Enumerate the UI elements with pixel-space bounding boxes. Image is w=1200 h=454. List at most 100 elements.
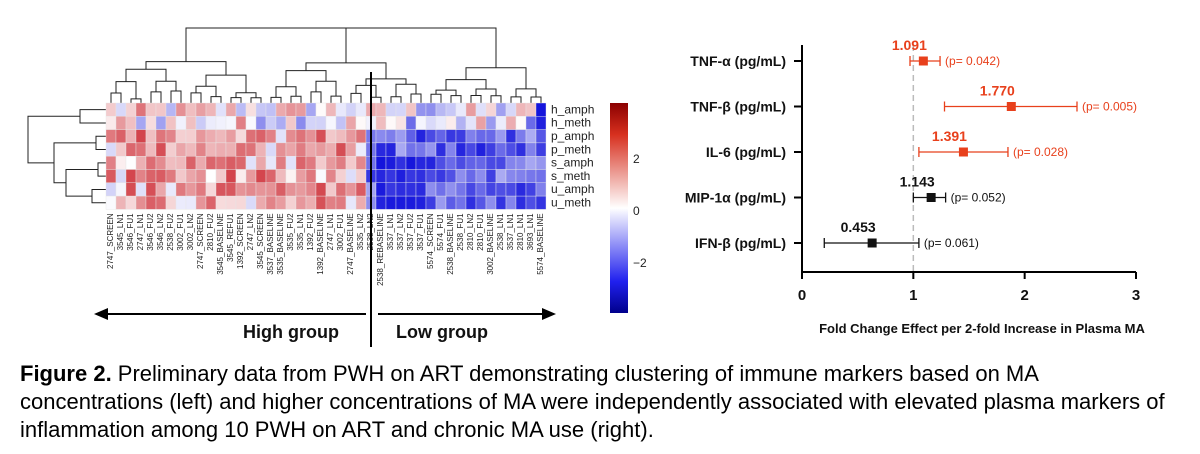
heatmap-cell: [155, 116, 167, 130]
heatmap-cell: [255, 142, 267, 157]
high-group-label: High group: [243, 322, 339, 342]
heatmap-cell: [415, 116, 427, 130]
heatmap-cell: [305, 195, 317, 210]
heatmap-cell: [415, 155, 427, 170]
heatmap-cell: [425, 142, 437, 157]
heatmap-column-label: 3002_FU1: [336, 213, 345, 251]
heatmap-cell: [395, 102, 407, 117]
heatmap-cell: [215, 195, 227, 210]
forest-rows: TNF-α (pg/mL) 1.091 (p= 0.042) TNF-β (pg/mL…: [685, 37, 1137, 251]
heatmap-cell: [245, 195, 257, 210]
heatmap-cell: [165, 129, 177, 144]
heatmap-column-label: 3545_REFU1: [226, 213, 235, 262]
heatmap-cell: [385, 169, 397, 184]
heatmap-cell: [525, 102, 537, 117]
heatmap-cell: [495, 129, 507, 144]
low-group-arrowhead: [542, 308, 556, 320]
heatmap-cell: [175, 102, 187, 117]
heatmap-cell: [375, 102, 387, 117]
heatmap-cell: [215, 155, 227, 170]
heatmap-cell: [325, 169, 337, 184]
heatmap-cell: [145, 155, 157, 170]
heatmap-cell: [525, 182, 537, 197]
heatmap-cell: [265, 142, 277, 157]
heatmap-cell: [115, 102, 127, 117]
heatmap-cell: [275, 182, 287, 197]
heatmap-cell: [135, 169, 147, 184]
heatmap-cell: [485, 129, 497, 144]
heatmap-cell: [255, 155, 267, 170]
heatmap-cell: [105, 102, 117, 117]
heatmap-cell: [315, 169, 327, 184]
heatmap-cell: [255, 116, 267, 130]
heatmap-column-label: 3693_LN1: [526, 213, 535, 250]
heatmap-cell: [185, 182, 197, 197]
heatmap-cell: [265, 182, 277, 197]
x-tick-label: 0: [798, 287, 806, 304]
heatmap-cell: [165, 116, 177, 130]
heatmap-column-label: 2538_FU2: [166, 213, 175, 251]
heatmap-column-label: 3545_BASELINE: [216, 213, 225, 274]
heatmap-cell: [505, 129, 517, 144]
heatmap-cell: [135, 195, 147, 210]
heatmap-cell: [315, 116, 327, 130]
heatmap-cell: [435, 102, 447, 117]
heatmap-cell: [245, 102, 257, 117]
heatmap-cell: [175, 155, 187, 170]
y-category-label: TNF-β (pg/mL): [690, 99, 786, 115]
heatmap-cell: [165, 169, 177, 184]
heatmap-cell: [485, 155, 497, 170]
heatmap-cell: [155, 195, 167, 210]
high-group-arrowhead: [94, 308, 108, 320]
heatmap-cell: [535, 155, 547, 170]
heatmap-column-label: 1392_BASELINE: [316, 213, 325, 274]
heatmap-cell: [465, 142, 477, 157]
heatmap-cell: [515, 169, 527, 184]
heatmap-column-label: 3002_BASELINE: [486, 213, 495, 274]
heatmap-cell: [235, 142, 247, 157]
heatmap-cell: [465, 102, 477, 117]
heatmap-cell: [485, 102, 497, 117]
heatmap-cell: [265, 129, 277, 144]
heatmap-cell: [375, 129, 387, 144]
heatmap-cell: [405, 116, 417, 130]
heatmap-cell: [195, 182, 207, 197]
heatmap-cell: [165, 155, 177, 170]
heatmap-cell: [505, 182, 517, 197]
heatmap-cell: [455, 169, 467, 184]
heatmap-column-label: 3002_FU1: [176, 213, 185, 251]
heatmap-cell: [105, 142, 117, 157]
heatmap-cell: [145, 142, 157, 157]
heatmap-cell: [175, 195, 187, 210]
heatmap-cell: [315, 182, 327, 197]
estimate-point: [918, 56, 928, 66]
heatmap-cell: [285, 182, 297, 197]
x-axis-title: Fold Change Effect per 2-fold Increase i…: [819, 321, 1145, 336]
heatmap-column-label: 3535_BASELINE: [276, 213, 285, 274]
heatmap-cell: [305, 102, 317, 117]
heatmap-column-label: 3537_LN2: [396, 213, 405, 250]
heatmap-cell: [495, 142, 507, 157]
heatmap-cell: [215, 182, 227, 197]
heatmap-cell: [385, 142, 397, 157]
heatmap-cell: [495, 182, 507, 197]
heatmap-cell: [265, 195, 277, 210]
heatmap-cell: [335, 142, 347, 157]
heatmap-cell: [425, 169, 437, 184]
heatmap-cell: [395, 142, 407, 157]
x-axis-ticks: 0 1 2 3: [798, 272, 1140, 304]
heatmap-cell: [435, 142, 447, 157]
heatmap-cell: [205, 169, 217, 184]
heatmap-cell: [195, 169, 207, 184]
heatmap-cell: [135, 142, 147, 157]
heatmap-cell: [175, 116, 187, 130]
heatmap-cell: [125, 116, 137, 130]
p-value-label: (p= 0.005): [1082, 100, 1137, 114]
heatmap-cell: [265, 155, 277, 170]
heatmap-cell: [395, 182, 407, 197]
heatmap-cell: [515, 129, 527, 144]
heatmap-cell: [125, 182, 137, 197]
heatmap-cell: [235, 182, 247, 197]
heatmap-cell: [305, 129, 317, 144]
p-value-label: (p= 0.061): [924, 236, 979, 250]
